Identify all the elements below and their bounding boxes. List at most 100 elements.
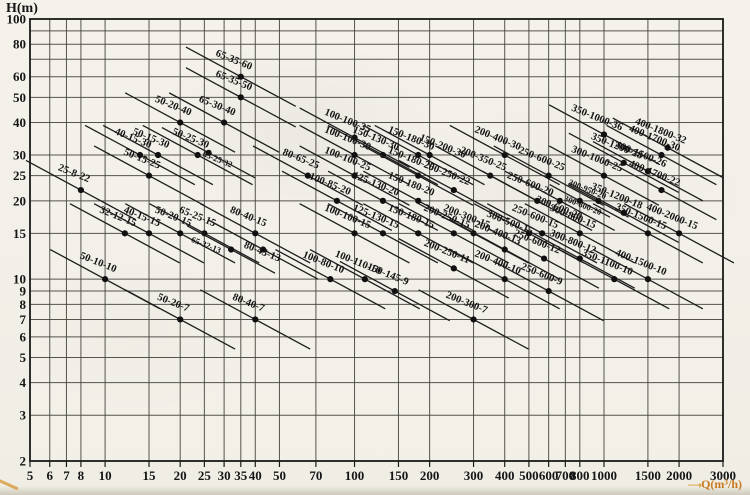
x-tick-label: 100 — [345, 468, 365, 483]
duty-point-dot — [545, 172, 552, 179]
x-tick-label: 700 — [556, 468, 576, 483]
x-tick-label: 10 — [99, 468, 112, 483]
duty-point-dot — [415, 197, 422, 204]
duty-point-dot — [620, 209, 627, 216]
duty-point-dot — [450, 230, 457, 237]
y-tick-label: 60 — [13, 69, 26, 84]
y-tick-label: 15 — [13, 226, 27, 241]
duty-point-dot — [450, 265, 457, 272]
duty-point-dot — [415, 172, 422, 179]
x-tick-label: 70 — [309, 468, 322, 483]
duty-point-dot — [644, 230, 652, 237]
y-tick-label: 20 — [13, 193, 26, 208]
duty-point-dot — [556, 197, 563, 204]
y-tick-label: 10 — [13, 272, 26, 287]
duty-point-dot — [658, 186, 665, 194]
duty-point-dot — [227, 246, 235, 253]
duty-point-dot — [145, 172, 153, 179]
y-tick-label: 80 — [13, 37, 26, 52]
y-tick-label: 25 — [13, 168, 27, 183]
y-tick-label: 6 — [20, 329, 27, 344]
duty-point-dot — [205, 149, 212, 156]
y-tick-label: 100 — [7, 12, 27, 27]
duty-point-dot — [327, 276, 334, 283]
x-tick-label: 5 — [27, 468, 34, 483]
duty-point-dot — [252, 230, 259, 237]
y-tick-label: 7 — [20, 312, 27, 327]
x-tick-label: 20 — [174, 468, 187, 483]
duty-point-dot — [620, 159, 627, 166]
duty-point-dot — [644, 276, 652, 283]
duty-point-dot — [361, 276, 368, 283]
grid-lines — [29, 18, 724, 462]
plot-frame — [29, 18, 724, 462]
duty-point-dot — [351, 151, 358, 159]
x-tick-label: 1500 — [635, 468, 661, 483]
duty-point-dot — [379, 151, 387, 159]
duty-point-dot — [121, 230, 128, 237]
duty-point-dot — [177, 119, 184, 126]
right-arrow-icon: —› — [688, 477, 702, 491]
duty-point-dot — [644, 168, 652, 175]
duty-point-dot — [252, 316, 259, 323]
y-tick-label: 8 — [20, 297, 27, 312]
duty-point-dot — [101, 276, 109, 283]
duty-point-dot — [177, 230, 184, 237]
duty-point-dot — [576, 230, 583, 237]
duty-point-dot — [194, 151, 201, 159]
duty-point-dot — [540, 255, 548, 262]
duty-point-dot — [501, 276, 508, 283]
y-tick-label: 50 — [13, 90, 26, 105]
duty-point-dot — [221, 119, 228, 126]
x-tick-label: 200 — [420, 468, 440, 483]
x-tick-label: 30 — [218, 468, 231, 483]
duty-point-dot — [611, 276, 618, 283]
x-axis-title-text: Q(m³/h) — [701, 477, 742, 491]
x-tick-label: 400 — [495, 468, 515, 483]
scan-shadow-bottom — [0, 486, 750, 495]
duty-point-dot — [545, 287, 552, 295]
duty-point-dot — [415, 151, 422, 159]
duty-point-dot — [426, 151, 433, 159]
y-tick-label: 3 — [20, 408, 27, 423]
x-tick-label: 300 — [464, 468, 484, 483]
x-tick-label: 35 — [234, 468, 248, 483]
duty-point-dot — [664, 144, 671, 151]
x-tick-label: 40 — [249, 468, 262, 483]
plot-area — [30, 19, 723, 461]
duty-point-dot — [470, 316, 477, 323]
duty-point-dot — [77, 186, 85, 194]
x-tick-label: 2000 — [666, 468, 692, 483]
duty-point-dot — [600, 172, 608, 179]
duty-point-dot — [237, 94, 244, 101]
duty-point-dot — [658, 151, 665, 159]
duty-point-dot — [539, 230, 546, 237]
duty-point-dot — [351, 230, 358, 237]
duty-point-dot — [450, 186, 457, 194]
x-tick-label: 50 — [273, 468, 286, 483]
y-tick-label: 30 — [13, 148, 26, 163]
duty-point-dot — [154, 151, 162, 159]
y-tick-label: 4 — [20, 375, 27, 390]
duty-point-dot — [600, 131, 608, 138]
duty-point-dot — [351, 172, 358, 179]
x-tick-label: 6 — [47, 468, 54, 483]
x-tick-label: 150 — [389, 468, 409, 483]
x-tick-label: 25 — [198, 468, 212, 483]
y-tick-label: 5 — [20, 350, 27, 365]
duty-point-dot — [391, 287, 398, 295]
duty-point-dot — [136, 151, 144, 159]
duty-point-dot — [304, 172, 311, 179]
x-tick-label: 800 — [570, 468, 590, 483]
x-tick-label: 1000 — [591, 468, 617, 483]
duty-point-dot — [260, 246, 267, 253]
duty-point-dot — [145, 230, 153, 237]
x-axis-title: —›Q(m³/h) — [688, 477, 742, 492]
x-tick-label: 15 — [143, 468, 157, 483]
x-tick-label: 7 — [63, 468, 70, 483]
duty-point-dot — [379, 230, 387, 237]
x-tick-label: 8 — [78, 468, 85, 483]
x-tick-label: 600 — [539, 468, 559, 483]
